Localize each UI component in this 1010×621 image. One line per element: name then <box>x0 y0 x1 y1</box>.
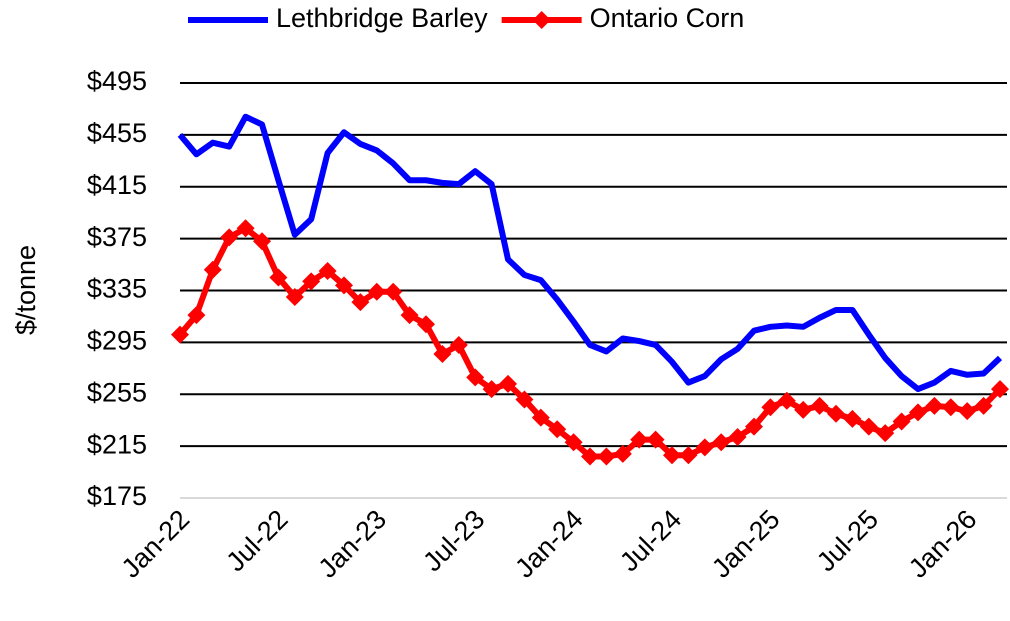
marker <box>794 400 813 419</box>
y-axis-label: $/tonne <box>11 245 41 335</box>
marker <box>859 417 878 436</box>
marker <box>515 390 534 409</box>
marker <box>728 428 747 447</box>
marker <box>318 262 337 281</box>
y-tick-label: $295 <box>87 326 147 356</box>
marker <box>761 398 780 417</box>
marker <box>531 408 550 427</box>
marker <box>253 232 271 251</box>
marker <box>187 306 206 325</box>
legend-label: Lethbridge Barley <box>276 3 488 33</box>
marker <box>548 420 567 439</box>
y-tick-label: $375 <box>87 222 147 252</box>
x-tick-label: Jan-25 <box>706 504 786 584</box>
marker <box>367 282 386 301</box>
marker <box>909 403 927 422</box>
y-tick-label: $255 <box>87 377 147 407</box>
legend-label: Ontario Corn <box>590 3 745 33</box>
marker <box>597 447 616 466</box>
marker <box>351 293 370 312</box>
x-tick-label: Jul-25 <box>811 504 884 577</box>
marker <box>171 325 189 344</box>
marker <box>564 433 583 452</box>
y-tick-label: $335 <box>87 274 147 304</box>
x-tick-label: Jul-24 <box>614 504 687 577</box>
y-tick-label: $415 <box>87 170 147 200</box>
marker <box>745 417 763 436</box>
marker <box>285 287 304 306</box>
marker <box>810 396 829 415</box>
y-tick-label: $175 <box>87 481 147 511</box>
marker <box>843 409 862 428</box>
marker <box>630 430 649 449</box>
marker <box>663 446 681 465</box>
marker <box>613 444 632 463</box>
marker <box>466 368 485 387</box>
marker <box>695 438 714 457</box>
marker <box>991 380 1009 399</box>
x-tick-label: Jul-23 <box>417 504 490 577</box>
x-tick-label: Jan-24 <box>509 504 589 584</box>
marker <box>876 424 895 443</box>
legend-marker <box>532 11 551 29</box>
marker <box>499 374 517 393</box>
marker <box>974 396 993 415</box>
marker <box>958 402 977 421</box>
marker <box>384 282 403 301</box>
line-series <box>177 113 1003 393</box>
x-tick-label: Jul-22 <box>220 504 293 577</box>
y-tick-label: $455 <box>87 118 147 148</box>
marker <box>482 380 501 399</box>
marker <box>236 219 255 238</box>
marker <box>581 447 599 466</box>
x-tick-label: Jan-23 <box>312 504 392 584</box>
y-tick-label: $495 <box>87 66 147 96</box>
marker <box>269 268 288 287</box>
x-tick-label: Jan-26 <box>903 504 983 584</box>
marker <box>417 315 435 334</box>
marker <box>203 260 222 279</box>
marker <box>646 430 665 449</box>
marker <box>892 412 911 431</box>
marker <box>827 404 845 423</box>
marker <box>335 276 353 295</box>
marker <box>777 391 796 410</box>
marker <box>679 446 698 465</box>
marker <box>925 396 944 415</box>
marker <box>302 272 321 291</box>
marker <box>400 306 419 325</box>
marker <box>433 345 452 364</box>
y-tick-label: $215 <box>87 429 147 459</box>
marker <box>941 398 960 417</box>
marker <box>449 335 468 354</box>
x-tick-label: Jan-22 <box>116 504 196 584</box>
marker <box>712 433 731 452</box>
marker <box>220 228 239 247</box>
